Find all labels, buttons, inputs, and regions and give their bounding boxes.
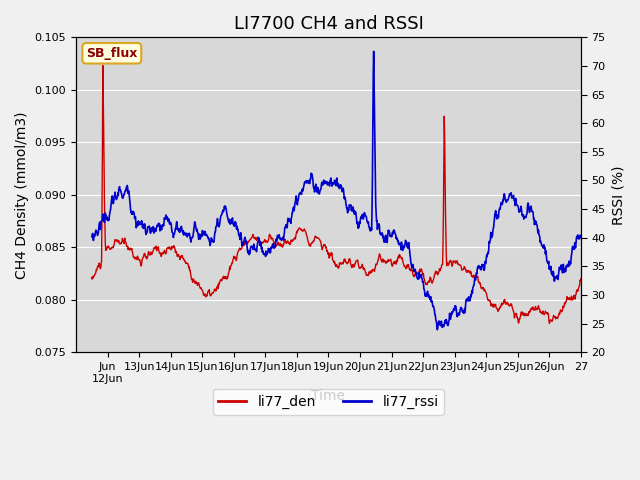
X-axis label: Time: Time (312, 389, 346, 403)
Y-axis label: RSSI (%): RSSI (%) (611, 165, 625, 225)
Legend: li77_den, li77_rssi: li77_den, li77_rssi (213, 389, 444, 415)
Y-axis label: CH4 Density (mmol/m3): CH4 Density (mmol/m3) (15, 111, 29, 278)
Text: SB_flux: SB_flux (86, 47, 138, 60)
Title: LI7700 CH4 and RSSI: LI7700 CH4 and RSSI (234, 15, 424, 33)
